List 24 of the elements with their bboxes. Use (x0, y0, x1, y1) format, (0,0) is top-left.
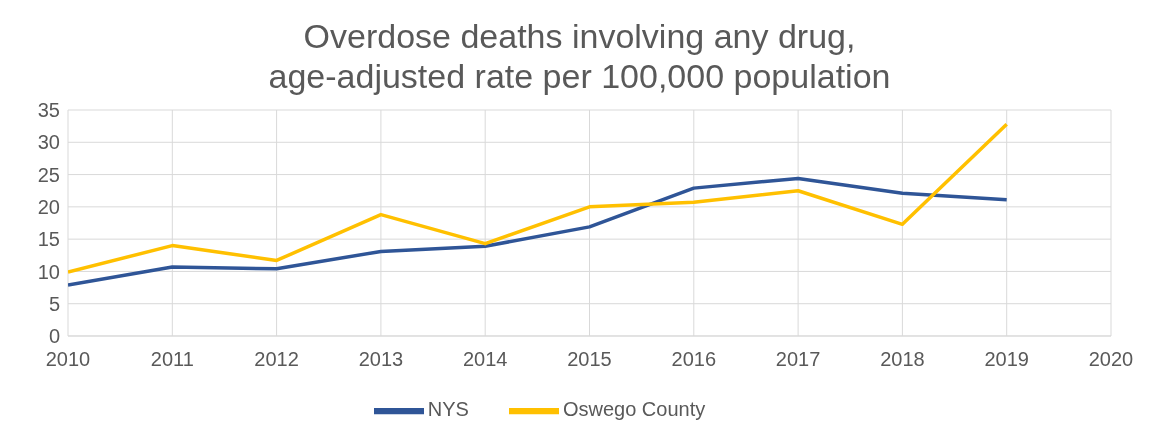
legend-label: Oswego County (562, 398, 706, 421)
legend-label: NYS (427, 398, 469, 421)
y-tick-label: 25 (37, 163, 60, 186)
x-tick-label: 2018 (880, 348, 925, 371)
y-tick-label: 5 (48, 292, 60, 315)
x-tick-label: 2016 (671, 348, 717, 371)
x-tick-label: 2017 (775, 348, 821, 371)
y-tick-label: 15 (37, 228, 60, 251)
x-tick-label: 2013 (358, 348, 404, 371)
x-tick-label: 2012 (254, 348, 299, 371)
x-tick-label: 2019 (984, 348, 1029, 371)
line-series (68, 176, 1009, 287)
x-tick-label: 2011 (150, 348, 194, 371)
x-tick-label: 2020 (1088, 348, 1134, 371)
y-tick-label: 0 (48, 325, 60, 348)
y-tick-label: 10 (37, 260, 60, 283)
line-series (68, 122, 1009, 274)
chart-title: Overdose deaths involving any drug, age-adjusted rate per 100,000 population (267, 16, 892, 96)
y-tick-label: 20 (37, 195, 60, 218)
x-tick-label: 2015 (567, 348, 612, 371)
y-tick-label: 35 (37, 99, 60, 122)
y-tick-label: 30 (37, 131, 60, 154)
x-tick-label: 2014 (462, 348, 508, 371)
x-tick-label: 2010 (45, 348, 91, 371)
